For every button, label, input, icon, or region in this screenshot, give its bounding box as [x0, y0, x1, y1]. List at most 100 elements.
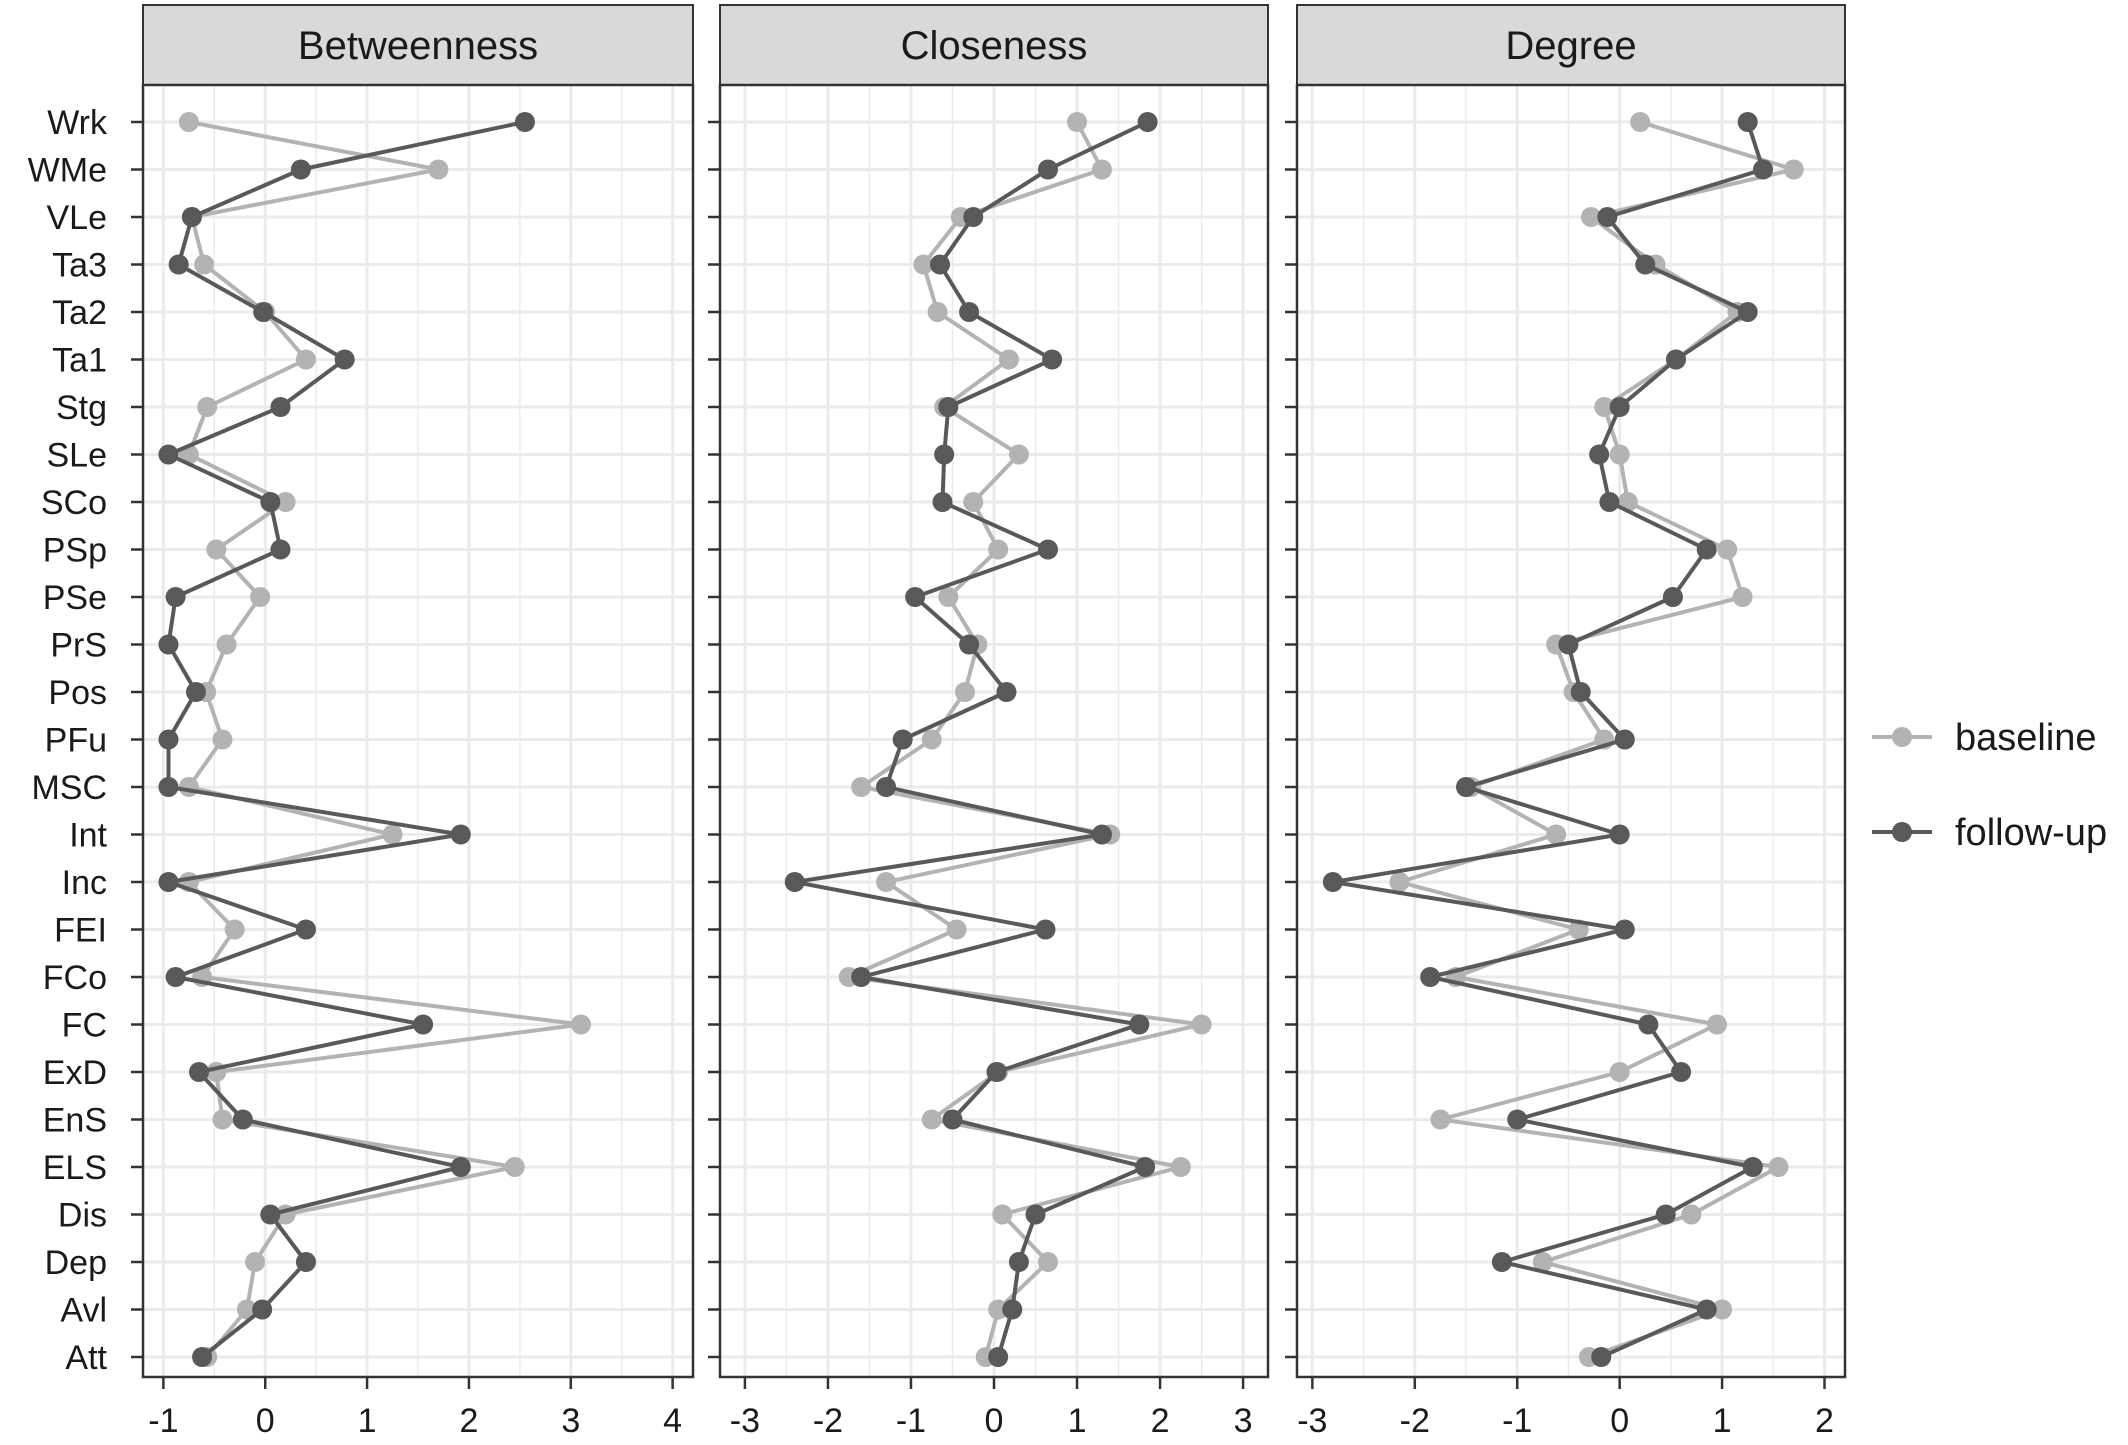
point-follow-up-Avl	[1002, 1299, 1023, 1320]
x-tick-label: 3	[561, 1402, 580, 1440]
point-follow-up-FEI	[1614, 919, 1635, 940]
point-follow-up-Dep	[295, 1252, 316, 1272]
point-baseline-SLe	[1609, 444, 1630, 465]
point-follow-up-Dep	[1008, 1252, 1029, 1272]
strip-closeness	[719, 4, 1269, 86]
panel-betweenness: Betweenness -1 0 1 2 3 4	[131, 4, 695, 1440]
point-follow-up-Pos	[185, 682, 206, 702]
point-baseline-Wrk	[178, 112, 199, 132]
point-follow-up-Avl	[252, 1299, 273, 1320]
point-follow-up-Wrk	[1737, 112, 1758, 132]
strip-betweenness	[142, 4, 694, 86]
point-follow-up-Dis	[260, 1204, 281, 1225]
series-follow-up-closeness	[784, 112, 1158, 1367]
point-follow-up-VLe	[1597, 207, 1618, 227]
point-follow-up-Att	[988, 1347, 1009, 1367]
point-follow-up-Avl	[1696, 1299, 1717, 1320]
point-follow-up-Ta1	[1042, 349, 1063, 370]
x-tick-label: -3	[1297, 1402, 1327, 1440]
point-baseline-Dis	[992, 1204, 1013, 1225]
series-follow-up-betweenness	[158, 112, 535, 1367]
point-baseline-Ta2	[927, 302, 948, 322]
x-tick-label: 2	[1815, 1402, 1834, 1440]
point-baseline-Wrk	[1630, 112, 1651, 132]
point-follow-up-MSC	[1456, 777, 1477, 797]
point-follow-up-ExD	[1671, 1062, 1692, 1082]
point-baseline-Int	[382, 824, 403, 845]
point-follow-up-Inc	[784, 872, 805, 892]
point-follow-up-PSp	[270, 539, 291, 560]
y-tick-label-Ta3: Ta3	[52, 247, 107, 285]
point-follow-up-SLe	[158, 444, 179, 465]
point-follow-up-MSC	[876, 777, 897, 797]
x-tick-label: 2	[1151, 1402, 1170, 1440]
point-follow-up-EnS	[942, 1109, 963, 1130]
point-baseline-Dep	[245, 1252, 266, 1272]
x-tick-label: 1	[1068, 1402, 1087, 1440]
point-baseline-SCo	[963, 492, 984, 512]
y-tick-label-SCo: SCo	[41, 484, 107, 522]
point-follow-up-Ta2	[253, 302, 274, 322]
point-follow-up-Inc	[1322, 872, 1343, 892]
point-baseline-PSe	[938, 587, 959, 607]
x-axis-closeness: -3 -2 -1 0 1 2 3	[708, 120, 1253, 1440]
point-baseline-Avl	[988, 1299, 1009, 1320]
point-baseline-ELS	[1170, 1157, 1191, 1177]
point-baseline-FC	[1191, 1014, 1212, 1035]
x-tick-label: 3	[1234, 1402, 1253, 1440]
legend-item-baseline: baseline	[1872, 717, 2097, 759]
y-tick-label-ELS: ELS	[43, 1149, 107, 1187]
y-tick-label-Avl: Avl	[60, 1292, 107, 1330]
panel-border	[141, 83, 695, 1379]
point-follow-up-Stg	[270, 397, 291, 417]
y-tick-label-PrS: PrS	[50, 627, 107, 665]
point-follow-up-PrS	[158, 634, 179, 655]
point-baseline-Ta1	[998, 349, 1019, 370]
point-baseline-VLe	[1580, 207, 1601, 227]
y-tick-label-Inc: Inc	[62, 864, 107, 902]
point-follow-up-PrS	[959, 634, 980, 655]
y-tick-label-ExD: ExD	[43, 1054, 107, 1092]
legend-label: follow-up	[1955, 812, 2107, 854]
point-follow-up-Stg	[938, 397, 959, 417]
panels: Betweenness -1 0 1 2 3 4 Closeness -3 -2 -1 0 1 2 3 Deg…	[131, 4, 1847, 1440]
point-baseline-PSp	[206, 539, 227, 560]
series-follow-up-degree	[1322, 112, 1774, 1367]
point-follow-up-ELS	[1742, 1157, 1763, 1177]
y-axis-labels: Wrk WMe VLe Ta3 Ta2 Ta1 Stg SLe SCo PSp PSe PrS Pos P…	[28, 104, 108, 1377]
point-follow-up-Ta3	[1635, 254, 1656, 275]
point-baseline-Ta3	[913, 254, 934, 275]
point-follow-up-SCo	[932, 492, 953, 512]
point-follow-up-Wrk	[514, 112, 535, 132]
point-follow-up-PSe	[1662, 587, 1683, 607]
x-tick-label: -2	[1400, 1402, 1430, 1440]
point-follow-up-Pos	[996, 682, 1017, 702]
point-follow-up-ELS	[450, 1157, 471, 1177]
point-follow-up-WMe	[290, 159, 311, 180]
y-tick-label-PSp: PSp	[43, 532, 107, 570]
point-follow-up-FC	[1129, 1014, 1150, 1035]
point-baseline-MSC	[851, 777, 872, 797]
point-baseline-ELS	[1768, 1157, 1789, 1177]
point-follow-up-SCo	[1599, 492, 1620, 512]
point-baseline-PFu	[212, 729, 233, 750]
point-baseline-SLe	[1008, 444, 1029, 465]
point-follow-up-PrS	[1558, 634, 1579, 655]
x-tick-label: 0	[1610, 1402, 1629, 1440]
grid-closeness	[720, 85, 1268, 1377]
point-follow-up-PSp	[1037, 539, 1058, 560]
point-follow-up-FCo	[165, 967, 186, 987]
point-baseline-WMe	[1783, 159, 1804, 180]
x-tick-label: 0	[256, 1402, 275, 1440]
x-tick-label: -3	[730, 1402, 760, 1440]
point-baseline-PrS	[216, 634, 237, 655]
point-follow-up-PSe	[905, 587, 926, 607]
legend-key-point	[1892, 727, 1912, 747]
legend-item-follow-up: follow-up	[1872, 812, 2107, 854]
point-follow-up-FCo	[1420, 967, 1441, 987]
point-baseline-ELS	[504, 1157, 525, 1177]
point-baseline-SCo	[275, 492, 296, 512]
point-follow-up-Ta1	[1665, 349, 1686, 370]
y-tick-label-FCo: FCo	[43, 959, 107, 997]
point-follow-up-WMe	[1037, 159, 1058, 180]
